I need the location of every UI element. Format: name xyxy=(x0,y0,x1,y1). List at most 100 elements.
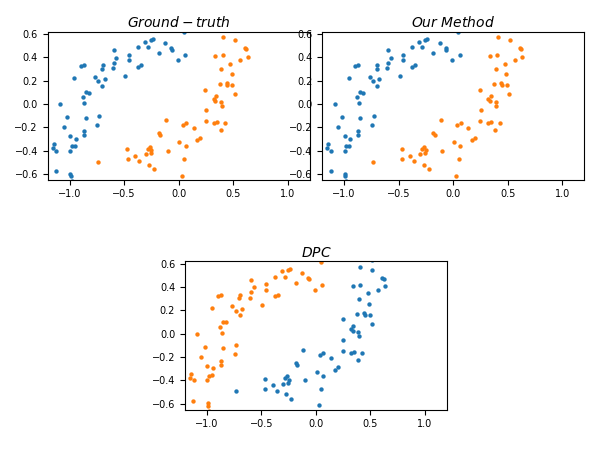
Point xyxy=(142,302,152,309)
Point xyxy=(148,35,157,42)
Point xyxy=(372,65,381,72)
Point xyxy=(333,364,342,371)
Point xyxy=(379,275,389,283)
Point xyxy=(419,161,429,168)
Point xyxy=(260,385,270,392)
Point xyxy=(354,100,364,107)
Point xyxy=(491,66,501,73)
Point xyxy=(298,185,308,192)
Point xyxy=(365,311,374,319)
Point xyxy=(292,155,302,162)
Point xyxy=(379,275,389,283)
Point xyxy=(219,422,228,429)
Point xyxy=(517,53,527,60)
Point xyxy=(272,387,281,394)
Point xyxy=(203,377,212,384)
Point xyxy=(94,158,103,165)
Point xyxy=(79,131,89,139)
Point xyxy=(193,137,202,144)
Point xyxy=(108,244,117,252)
Point xyxy=(330,367,339,374)
Point xyxy=(93,209,103,216)
Point xyxy=(244,148,254,155)
Point xyxy=(493,6,503,13)
Point xyxy=(201,107,211,114)
Point xyxy=(315,158,325,165)
Point xyxy=(407,44,417,51)
Point xyxy=(350,63,360,70)
Point xyxy=(318,281,327,288)
Point xyxy=(124,57,134,64)
Point xyxy=(293,361,302,369)
Point xyxy=(405,249,414,256)
Point xyxy=(303,274,313,281)
Point xyxy=(189,398,198,405)
Title: $\mathit{Ground-truth}$: $\mathit{Ground-truth}$ xyxy=(127,15,231,30)
Point xyxy=(476,107,486,114)
Point xyxy=(166,45,176,52)
Point xyxy=(338,187,347,194)
Point xyxy=(448,57,457,64)
Point xyxy=(80,100,89,107)
Point xyxy=(312,369,321,376)
Point xyxy=(386,54,396,61)
Point xyxy=(84,237,94,244)
Point xyxy=(76,63,86,70)
Point xyxy=(324,141,333,148)
Point xyxy=(237,305,247,312)
Point xyxy=(358,349,367,356)
Point xyxy=(228,81,237,89)
Point xyxy=(81,114,91,122)
Point xyxy=(439,281,449,288)
Point xyxy=(131,152,140,159)
Point xyxy=(280,375,290,382)
Point xyxy=(493,34,502,41)
Point xyxy=(371,238,380,245)
Point xyxy=(201,437,211,444)
Point xyxy=(287,395,296,402)
Point xyxy=(282,391,291,398)
Point xyxy=(218,34,228,41)
Point xyxy=(283,151,293,158)
Point xyxy=(408,63,417,70)
Point xyxy=(92,208,102,215)
Point xyxy=(325,170,334,177)
Point xyxy=(246,289,256,296)
Point xyxy=(322,165,332,172)
Point xyxy=(97,65,107,72)
Point xyxy=(326,147,336,154)
Point xyxy=(296,166,306,173)
Point xyxy=(495,119,504,126)
Point xyxy=(193,330,202,338)
Point xyxy=(355,281,365,288)
Point xyxy=(245,294,254,302)
Point xyxy=(193,419,203,426)
Point xyxy=(294,169,304,176)
Point xyxy=(291,279,300,286)
Point xyxy=(339,207,349,215)
Point xyxy=(182,410,191,417)
Point xyxy=(421,147,431,154)
Point xyxy=(193,429,202,436)
Point xyxy=(374,76,384,83)
Point xyxy=(299,346,308,353)
Point xyxy=(213,292,223,300)
Point xyxy=(136,62,145,69)
Point xyxy=(78,183,88,190)
Point xyxy=(200,0,209,7)
Point xyxy=(261,287,271,294)
Point xyxy=(456,119,465,126)
Point xyxy=(362,256,371,263)
Point xyxy=(367,121,377,128)
Point xyxy=(147,186,156,193)
Point xyxy=(455,51,464,59)
Point xyxy=(373,286,383,293)
Point xyxy=(255,167,265,174)
Point xyxy=(437,147,447,154)
Point xyxy=(368,158,378,165)
Point xyxy=(231,342,241,349)
Point xyxy=(246,177,256,184)
Point xyxy=(150,165,159,172)
Point xyxy=(231,36,240,44)
Point xyxy=(491,127,500,134)
